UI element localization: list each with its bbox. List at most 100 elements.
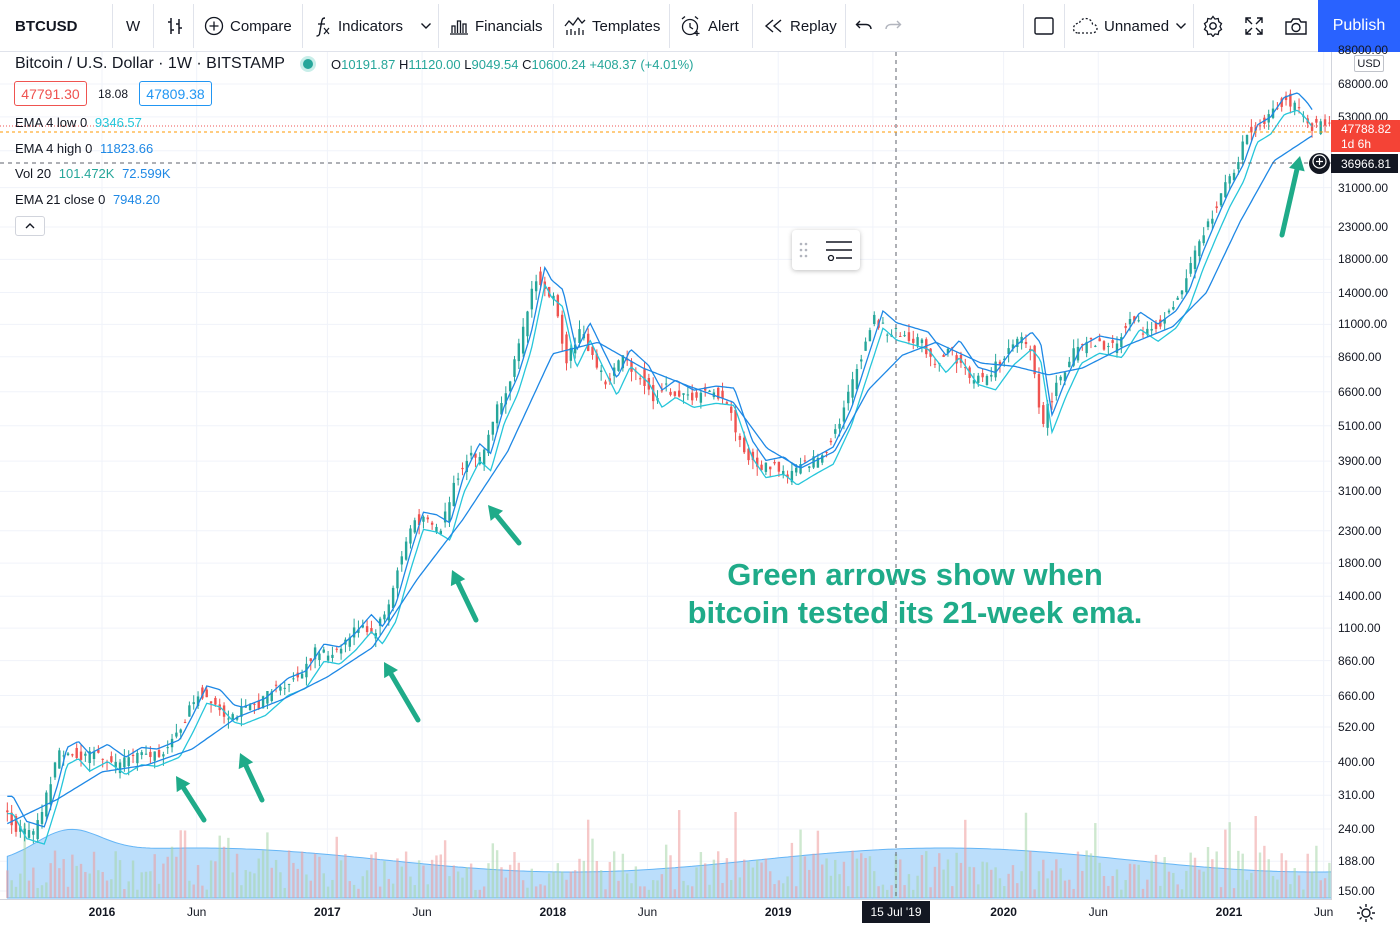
volume-bar	[1154, 854, 1158, 898]
indicators-button[interactable]: Indicators	[314, 0, 403, 52]
volume-bar	[1159, 885, 1162, 898]
volume-bar	[435, 855, 438, 898]
indicator-ema-4-low[interactable]: EMA 4 low 0 9346.57	[15, 115, 142, 130]
bar-chart-icon	[449, 17, 469, 35]
volume-bar	[1007, 873, 1010, 898]
indicator-ema-4-high[interactable]: EMA 4 high 0 11823.66	[15, 141, 153, 156]
settings-lines-icon[interactable]	[824, 239, 854, 266]
toolbar-divider	[112, 4, 113, 48]
candle-body	[1059, 376, 1062, 381]
publish-button[interactable]: Publish	[1318, 0, 1400, 52]
currency-label[interactable]: USD	[1354, 55, 1384, 72]
volume-bar	[201, 885, 204, 898]
top-toolbar: BTCUSD W Compare Indicators Financials T…	[0, 0, 1400, 52]
redo-button[interactable]	[884, 0, 902, 52]
alert-button[interactable]: Alert	[680, 0, 739, 52]
price-tick-label: 8600.00	[1338, 349, 1382, 364]
candle-body	[838, 423, 841, 429]
volume-bar	[1167, 871, 1171, 898]
candle-body	[175, 732, 178, 737]
volume-bar	[257, 858, 260, 898]
time-axis[interactable]	[0, 899, 1331, 930]
compare-button[interactable]: Compare	[204, 0, 292, 52]
candle-body	[127, 757, 130, 766]
bar-style-button[interactable]	[166, 0, 184, 52]
indicator-ema-21-close[interactable]: EMA 21 close 0 7948.20	[15, 192, 160, 207]
indicators-dropdown[interactable]	[420, 0, 432, 52]
candle-body	[886, 334, 889, 336]
toolbar-divider	[153, 4, 154, 48]
volume-bar	[404, 851, 408, 898]
snapshot-button[interactable]	[1284, 0, 1308, 52]
candle-body	[279, 686, 282, 691]
volume-bar	[1124, 880, 1127, 898]
redo-icon	[884, 19, 902, 33]
undo-button[interactable]	[855, 0, 873, 52]
candle-body	[946, 348, 950, 354]
fullscreen-button[interactable]	[1244, 0, 1264, 52]
series-title[interactable]: Bitcoin / U.S. Dollar · 1W · BITSTAMP	[15, 55, 285, 72]
volume-bar	[1189, 852, 1192, 898]
candle-body	[508, 381, 512, 392]
volume-bar	[1094, 823, 1097, 898]
volume-bar	[1020, 871, 1023, 898]
spread-value: 18.08	[97, 86, 129, 101]
candle-body	[1133, 316, 1136, 322]
candle-body	[404, 541, 408, 560]
indicator-label: EMA 4 low 0	[15, 115, 88, 130]
candle-body	[456, 478, 460, 480]
volume-bar	[387, 878, 390, 898]
candle-body	[396, 570, 399, 589]
market-status-dot[interactable]	[302, 59, 313, 69]
volume-bar	[1024, 812, 1028, 898]
settings-button[interactable]	[1202, 0, 1224, 52]
fullscreen-toggle[interactable]	[1034, 0, 1054, 52]
legend-collapse-button[interactable]	[15, 216, 45, 236]
financials-button[interactable]: Financials	[449, 0, 543, 52]
candle-body	[903, 335, 906, 337]
candle-body	[352, 627, 356, 638]
templates-button[interactable]: Templates	[564, 0, 660, 52]
green-arrow	[488, 505, 522, 546]
candle-body	[1176, 297, 1179, 300]
layout-dropdown[interactable]	[1175, 0, 1187, 52]
layout-name-button[interactable]: Unnamed	[1072, 0, 1169, 52]
price-axis[interactable]	[1331, 52, 1400, 900]
volume-bar	[361, 876, 364, 898]
symbol-search-button[interactable]: BTCUSD	[15, 17, 78, 35]
volume-bar	[1107, 885, 1110, 898]
volume-bar	[235, 853, 239, 898]
volume-bar	[860, 853, 863, 898]
candle-body	[556, 295, 560, 317]
volume-bar	[10, 880, 13, 898]
volume-bar	[894, 853, 898, 898]
candle-body	[6, 810, 9, 813]
add-alert-button[interactable]	[1309, 153, 1330, 174]
volume-bar	[834, 859, 837, 898]
financials-label: Financials	[475, 17, 543, 35]
candle-body	[19, 826, 22, 832]
chart-settings-button[interactable]	[1356, 903, 1376, 928]
candle-body	[534, 281, 538, 292]
indicator-volume[interactable]: Vol 20 101.472K 72.599K	[15, 166, 171, 181]
candle-body	[309, 658, 312, 662]
volume-bar	[1128, 863, 1132, 898]
volume-bar	[599, 870, 603, 898]
candle-body	[326, 655, 330, 661]
volume-bar	[985, 862, 989, 898]
candle-body	[638, 378, 642, 380]
interval-button[interactable]: W	[126, 0, 140, 52]
replay-button[interactable]: Replay	[764, 0, 837, 52]
volume-bar	[517, 862, 521, 898]
object-tree-widget[interactable]	[792, 230, 860, 270]
drag-handle-icon[interactable]	[798, 240, 810, 265]
buy-price-button[interactable]: 47809.38	[139, 81, 212, 106]
price-tick-label: 1400.00	[1338, 589, 1382, 604]
sell-price-button[interactable]: 47791.30	[14, 81, 87, 106]
time-tick-label: 2016	[88, 905, 116, 919]
volume-bar	[192, 884, 195, 898]
volume-bar	[1081, 870, 1084, 898]
toolbar-divider	[1064, 4, 1065, 48]
volume-bar	[1072, 888, 1075, 898]
price-chart[interactable]	[0, 52, 1331, 899]
